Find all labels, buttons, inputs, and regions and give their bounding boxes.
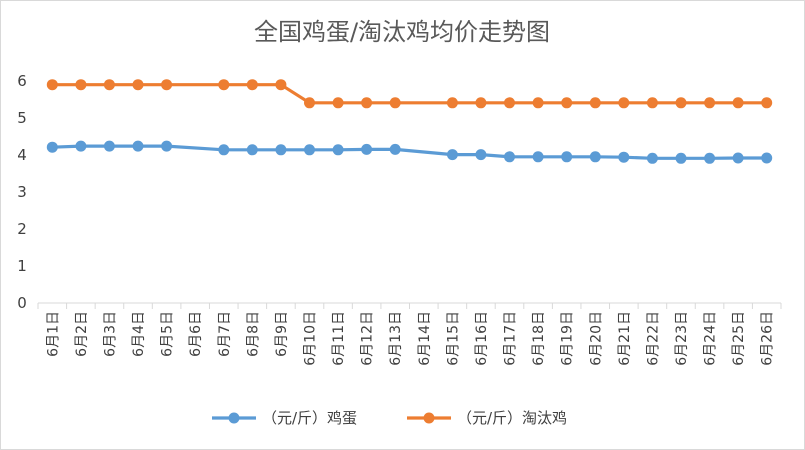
data-point: [246, 144, 258, 156]
x-tick-label: 6月2日: [74, 311, 90, 357]
data-point: [161, 140, 173, 152]
x-tick-label: 6月17日: [503, 311, 519, 366]
data-point: [704, 97, 716, 109]
x-tick-label: 6月15日: [445, 311, 461, 366]
x-tick-label: 6月13日: [388, 311, 404, 366]
series-line: [50, 83, 769, 105]
data-point: [75, 140, 87, 152]
data-point: [132, 140, 144, 152]
x-tick-label: 6月11日: [331, 311, 347, 366]
y-tick-label: 0: [17, 294, 27, 312]
x-axis: 6月1日 6月2日 6月3日 6月4日 6月5日 6月6日 6月7日 6月8日 6月9日 6月10…: [37, 302, 782, 366]
data-point: [618, 97, 630, 109]
data-point: [646, 152, 658, 164]
legend-marker-swatch: [228, 412, 240, 424]
x-tick-label: 6月1日: [45, 311, 61, 357]
x-tick-label: 6月16日: [474, 311, 490, 366]
data-point: [332, 144, 344, 156]
data-point: [361, 143, 373, 155]
y-tick-label: 4: [17, 146, 27, 164]
data-point: [704, 152, 716, 164]
x-tick-label: 6月7日: [217, 311, 233, 357]
legend-item: （元/斤）淘汰鸡: [407, 409, 567, 427]
data-point: [732, 152, 744, 164]
chart-title: 全国鸡蛋/淘汰鸡均价走势图: [254, 18, 550, 46]
x-tick-label: 6月12日: [360, 311, 376, 366]
data-point: [675, 97, 687, 109]
series-line: [50, 144, 769, 160]
x-tick-label: 6月22日: [645, 311, 661, 366]
data-point: [275, 79, 287, 91]
data-point: [675, 152, 687, 164]
data-point: [532, 97, 544, 109]
data-point: [475, 97, 487, 109]
data-point: [304, 97, 315, 109]
x-tick-label: 6月23日: [674, 311, 690, 366]
data-point: [761, 152, 773, 164]
legend-label: （元/斤）淘汰鸡: [457, 409, 567, 427]
data-point: [504, 97, 515, 109]
data-point: [332, 97, 344, 109]
data-point: [218, 144, 230, 156]
series-2: [46, 79, 773, 109]
data-point: [761, 97, 773, 109]
x-tick-label: 6月5日: [160, 311, 176, 357]
x-tick-label: 6月6日: [188, 311, 204, 357]
y-tick-label: 6: [17, 72, 27, 90]
data-point: [446, 149, 458, 161]
y-tick-label: 2: [17, 220, 27, 238]
data-point: [446, 97, 458, 109]
y-tick-label: 1: [17, 257, 27, 275]
y-tick-label: 3: [17, 183, 27, 201]
data-point: [103, 79, 115, 91]
data-point: [46, 141, 58, 153]
data-point: [103, 140, 115, 152]
legend-item: （元/斤）鸡蛋: [212, 409, 357, 427]
data-point: [561, 151, 573, 163]
x-tick-label: 6月3日: [102, 311, 118, 357]
data-point: [475, 149, 487, 161]
legend-label: （元/斤）鸡蛋: [262, 409, 357, 427]
x-tick-label: 6月10日: [302, 311, 318, 366]
data-point: [304, 144, 315, 156]
legend-marker-swatch: [423, 412, 435, 424]
x-tick-label: 6月18日: [531, 311, 547, 366]
x-tick-label: 6月8日: [245, 311, 261, 357]
y-tick-label: 5: [17, 109, 27, 127]
x-tick-label: 6月14日: [417, 311, 433, 366]
x-tick-label: 6月21日: [617, 311, 633, 366]
data-point: [46, 79, 58, 91]
data-point: [646, 97, 658, 109]
x-tick-label: 6月19日: [560, 311, 576, 366]
data-point: [161, 79, 173, 91]
series-1: [46, 140, 773, 164]
data-point: [246, 79, 258, 91]
data-point: [389, 97, 401, 109]
data-point: [361, 97, 373, 109]
data-point: [218, 79, 230, 91]
x-tick-label: 6月9日: [274, 311, 290, 357]
data-point: [532, 151, 544, 163]
data-point: [589, 151, 601, 163]
data-point: [589, 97, 601, 109]
data-point: [75, 79, 87, 91]
x-tick-label: 6月26日: [760, 311, 776, 366]
x-tick-label: 6月20日: [588, 311, 604, 366]
y-axis: 0 1 2 3 4 5 6: [17, 72, 27, 312]
data-point: [275, 144, 287, 156]
x-tick-label: 6月25日: [731, 311, 747, 366]
data-point: [504, 151, 515, 163]
legend: （元/斤）鸡蛋 （元/斤）淘汰鸡: [212, 409, 567, 427]
series-group: [46, 79, 773, 164]
data-point: [732, 97, 744, 109]
data-point: [561, 97, 573, 109]
x-tick-label: 6月4日: [131, 311, 147, 357]
data-point: [389, 143, 401, 155]
data-point: [618, 151, 630, 163]
x-tick-label: 6月24日: [703, 311, 719, 366]
data-point: [132, 79, 144, 91]
